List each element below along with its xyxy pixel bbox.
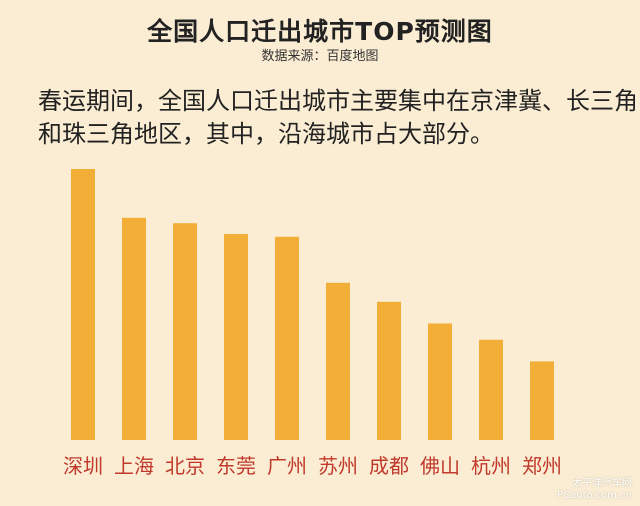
- category-label-8: 杭州: [471, 454, 511, 478]
- category-label-5: 苏州: [318, 454, 358, 478]
- category-label-9: 郑州: [522, 454, 562, 478]
- bar-7: [428, 323, 452, 440]
- bar-6: [377, 301, 401, 440]
- watermark-line-2: PCauto.com.cn: [557, 490, 632, 501]
- bar-4: [275, 236, 299, 440]
- watermark: 太平洋汽车网 PCauto.com.cn: [557, 478, 632, 502]
- category-label-6: 成都: [369, 454, 409, 478]
- bar-8: [479, 339, 503, 440]
- bar-2: [173, 223, 197, 440]
- category-label-1: 上海: [114, 454, 154, 478]
- bar-1: [122, 217, 146, 440]
- category-label-7: 佛山: [420, 454, 460, 478]
- category-label-4: 广州: [267, 454, 307, 478]
- category-label-2: 北京: [165, 454, 205, 478]
- bar-5: [326, 282, 350, 440]
- chart-title: 全国人口迁出城市TOP预测图: [147, 17, 493, 46]
- watermark-line-1: 太平洋汽车网: [572, 478, 632, 489]
- data-source: 数据来源：百度地图: [261, 49, 379, 64]
- chart-description: 春运期间，全国人口迁出城市主要集中在京津冀、长三角和珠三角地区，其中，沿海城市占…: [38, 87, 638, 148]
- category-label-0: 深圳: [63, 454, 103, 478]
- bar-9: [530, 361, 554, 440]
- category-label-3: 东莞: [216, 454, 256, 478]
- bar-0: [71, 169, 95, 440]
- bar-3: [224, 234, 248, 440]
